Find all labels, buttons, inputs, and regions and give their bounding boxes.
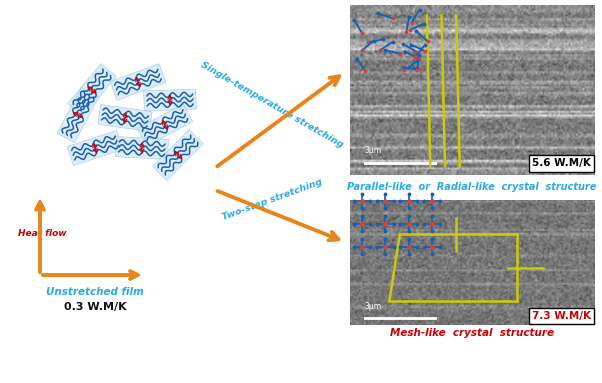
Polygon shape bbox=[110, 64, 166, 100]
Text: Heat flow: Heat flow bbox=[18, 229, 67, 237]
Polygon shape bbox=[67, 131, 123, 165]
Text: 0.3 W.M/K: 0.3 W.M/K bbox=[64, 302, 126, 312]
Text: Single-temperature stretching: Single-temperature stretching bbox=[199, 61, 345, 150]
Text: Mesh-like  crystal  structure: Mesh-like crystal structure bbox=[390, 328, 554, 338]
Polygon shape bbox=[98, 105, 152, 131]
Text: 3μm: 3μm bbox=[365, 146, 382, 155]
Text: Two-step stretching: Two-step stretching bbox=[221, 178, 323, 223]
Polygon shape bbox=[116, 137, 169, 159]
Polygon shape bbox=[67, 64, 116, 116]
Text: 5.6 W.M/K: 5.6 W.M/K bbox=[532, 159, 591, 169]
Text: 7.3 W.M/K: 7.3 W.M/K bbox=[532, 311, 591, 321]
Polygon shape bbox=[152, 129, 203, 180]
Polygon shape bbox=[57, 87, 99, 142]
Polygon shape bbox=[144, 89, 196, 111]
Text: Parallel-like  or  Radial-like  crystal  structure: Parallel-like or Radial-like crystal str… bbox=[347, 182, 597, 192]
Polygon shape bbox=[137, 104, 193, 146]
Text: 3μm: 3μm bbox=[365, 302, 382, 311]
Text: Unstretched film: Unstretched film bbox=[46, 287, 144, 297]
